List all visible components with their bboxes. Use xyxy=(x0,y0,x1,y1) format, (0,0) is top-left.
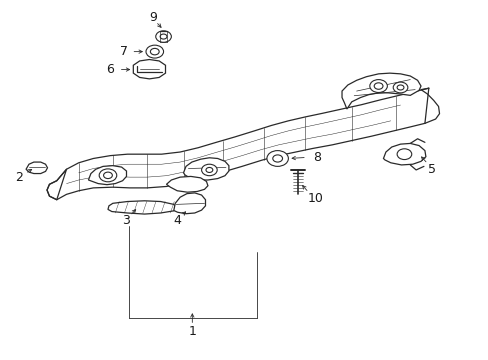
Text: 6: 6 xyxy=(106,63,114,76)
Circle shape xyxy=(266,150,288,166)
Text: 10: 10 xyxy=(306,192,323,205)
Polygon shape xyxy=(133,59,165,79)
Text: 5: 5 xyxy=(427,163,435,176)
Polygon shape xyxy=(88,166,126,185)
Polygon shape xyxy=(383,143,425,165)
Polygon shape xyxy=(26,162,47,174)
Text: 8: 8 xyxy=(312,151,320,164)
Circle shape xyxy=(146,45,163,58)
Text: 2: 2 xyxy=(15,171,23,184)
Circle shape xyxy=(369,80,386,93)
Circle shape xyxy=(373,83,382,89)
Circle shape xyxy=(156,31,171,42)
Circle shape xyxy=(103,172,112,179)
Circle shape xyxy=(205,167,212,172)
Polygon shape xyxy=(173,193,205,214)
Text: 1: 1 xyxy=(188,325,196,338)
Text: 7: 7 xyxy=(120,45,127,58)
Circle shape xyxy=(392,82,407,93)
Polygon shape xyxy=(166,176,207,192)
Text: 3: 3 xyxy=(122,214,130,227)
Text: 9: 9 xyxy=(148,12,157,24)
Polygon shape xyxy=(183,158,228,180)
Circle shape xyxy=(99,169,117,182)
Circle shape xyxy=(160,34,166,39)
Circle shape xyxy=(396,85,403,90)
Polygon shape xyxy=(341,73,420,109)
Circle shape xyxy=(150,48,159,55)
Text: 4: 4 xyxy=(173,214,181,227)
Circle shape xyxy=(396,149,411,159)
Circle shape xyxy=(272,155,282,162)
Circle shape xyxy=(201,164,217,176)
Polygon shape xyxy=(108,201,176,214)
Polygon shape xyxy=(47,169,66,200)
